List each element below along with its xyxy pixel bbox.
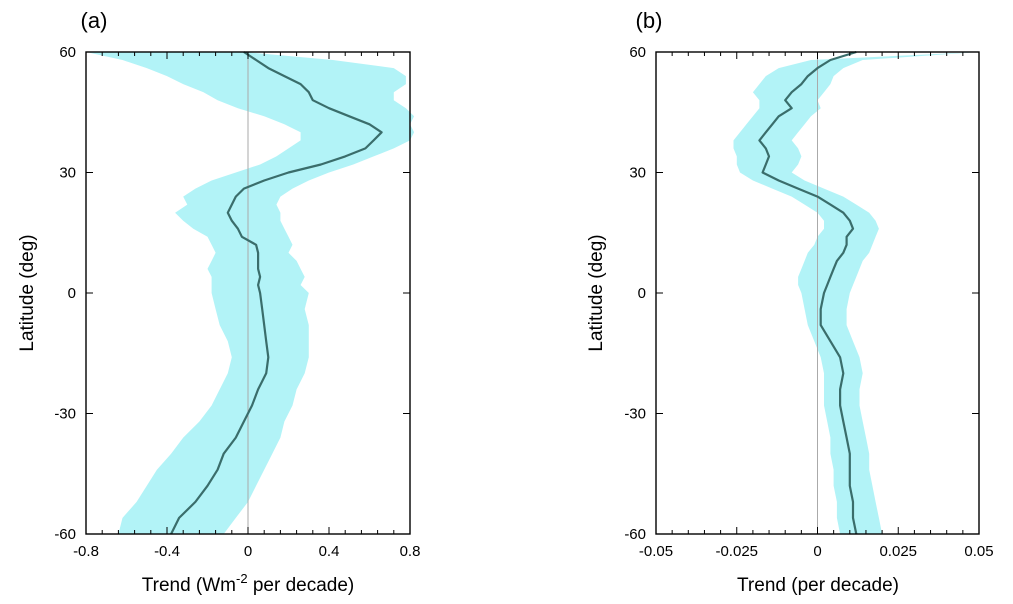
y-tick-label: 30 (59, 165, 76, 182)
trend-line (758, 50, 858, 535)
y-tick-label: 0 (638, 285, 646, 302)
x-axis-label-rest: per decade) (248, 575, 355, 596)
x-axis-label-main: Trend (Wm (142, 575, 236, 596)
y-axis-label: Latitude (deg) (17, 234, 38, 351)
y-tick-label: 60 (629, 44, 646, 61)
x-axis-label: Trend (Wm-2 per decade) (142, 571, 355, 596)
x-tick-label: 0.8 (400, 543, 421, 560)
chart-panel-1: -0.8 -0.4 0 0.4 0.8 60 30 0 -30 -60 (a) Latitude (d… (17, 8, 420, 596)
x-axis-label-main: Trend (per decade) (737, 575, 899, 596)
x-axis-label: Trend (per decade) (737, 575, 899, 596)
x-tick-label: 0.025 (879, 543, 917, 560)
x-tick-label: -0.05 (639, 543, 673, 560)
trend-line (170, 51, 383, 535)
x-tick-label: -0.4 (154, 543, 180, 560)
chart-panel-2: -0.05 -0.025 0 0.025 0.05 60 30 0 -30 -60 (b) Latit… (586, 8, 994, 596)
y-tick-label: 0 (68, 285, 76, 302)
x-tick-label: 0.4 (319, 543, 340, 560)
y-tick-label: -30 (624, 406, 646, 423)
x-tick-label: 0.05 (964, 543, 993, 560)
y-axis-label: Latitude (deg) (586, 234, 607, 351)
panel-label: (b) (636, 8, 663, 33)
x-tick-label: 0 (244, 543, 252, 560)
x-tick-label: -0.025 (715, 543, 758, 560)
y-tick-label: 60 (59, 44, 76, 61)
y-tick-label: -60 (54, 526, 76, 543)
confidence-band (86, 52, 415, 534)
x-axis-label-superscript: -2 (236, 571, 248, 586)
y-tick-label: 30 (629, 165, 646, 182)
panel-label: (a) (81, 8, 108, 33)
x-tick-label: -0.8 (73, 543, 99, 560)
y-tick-label: -60 (624, 526, 646, 543)
confidence-band (733, 52, 979, 534)
y-tick-label: -30 (54, 406, 76, 423)
x-tick-label: 0 (813, 543, 821, 560)
